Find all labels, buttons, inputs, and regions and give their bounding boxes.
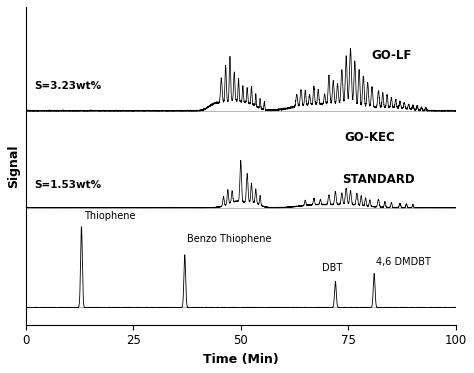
- Text: S=3.23wt%: S=3.23wt%: [34, 81, 101, 91]
- Text: DBT: DBT: [322, 263, 343, 273]
- Y-axis label: Signal: Signal: [7, 144, 20, 188]
- Text: STANDARD: STANDARD: [342, 173, 415, 186]
- X-axis label: Time (Min): Time (Min): [203, 353, 279, 366]
- Text: Thiophene: Thiophene: [83, 211, 135, 221]
- Text: GO-LF: GO-LF: [371, 49, 411, 62]
- Text: GO-KEC: GO-KEC: [345, 131, 395, 144]
- Text: 4,6 DMDBT: 4,6 DMDBT: [376, 257, 431, 267]
- Text: Benzo Thiophene: Benzo Thiophene: [187, 234, 272, 244]
- Text: S=1.53wt%: S=1.53wt%: [34, 181, 101, 191]
